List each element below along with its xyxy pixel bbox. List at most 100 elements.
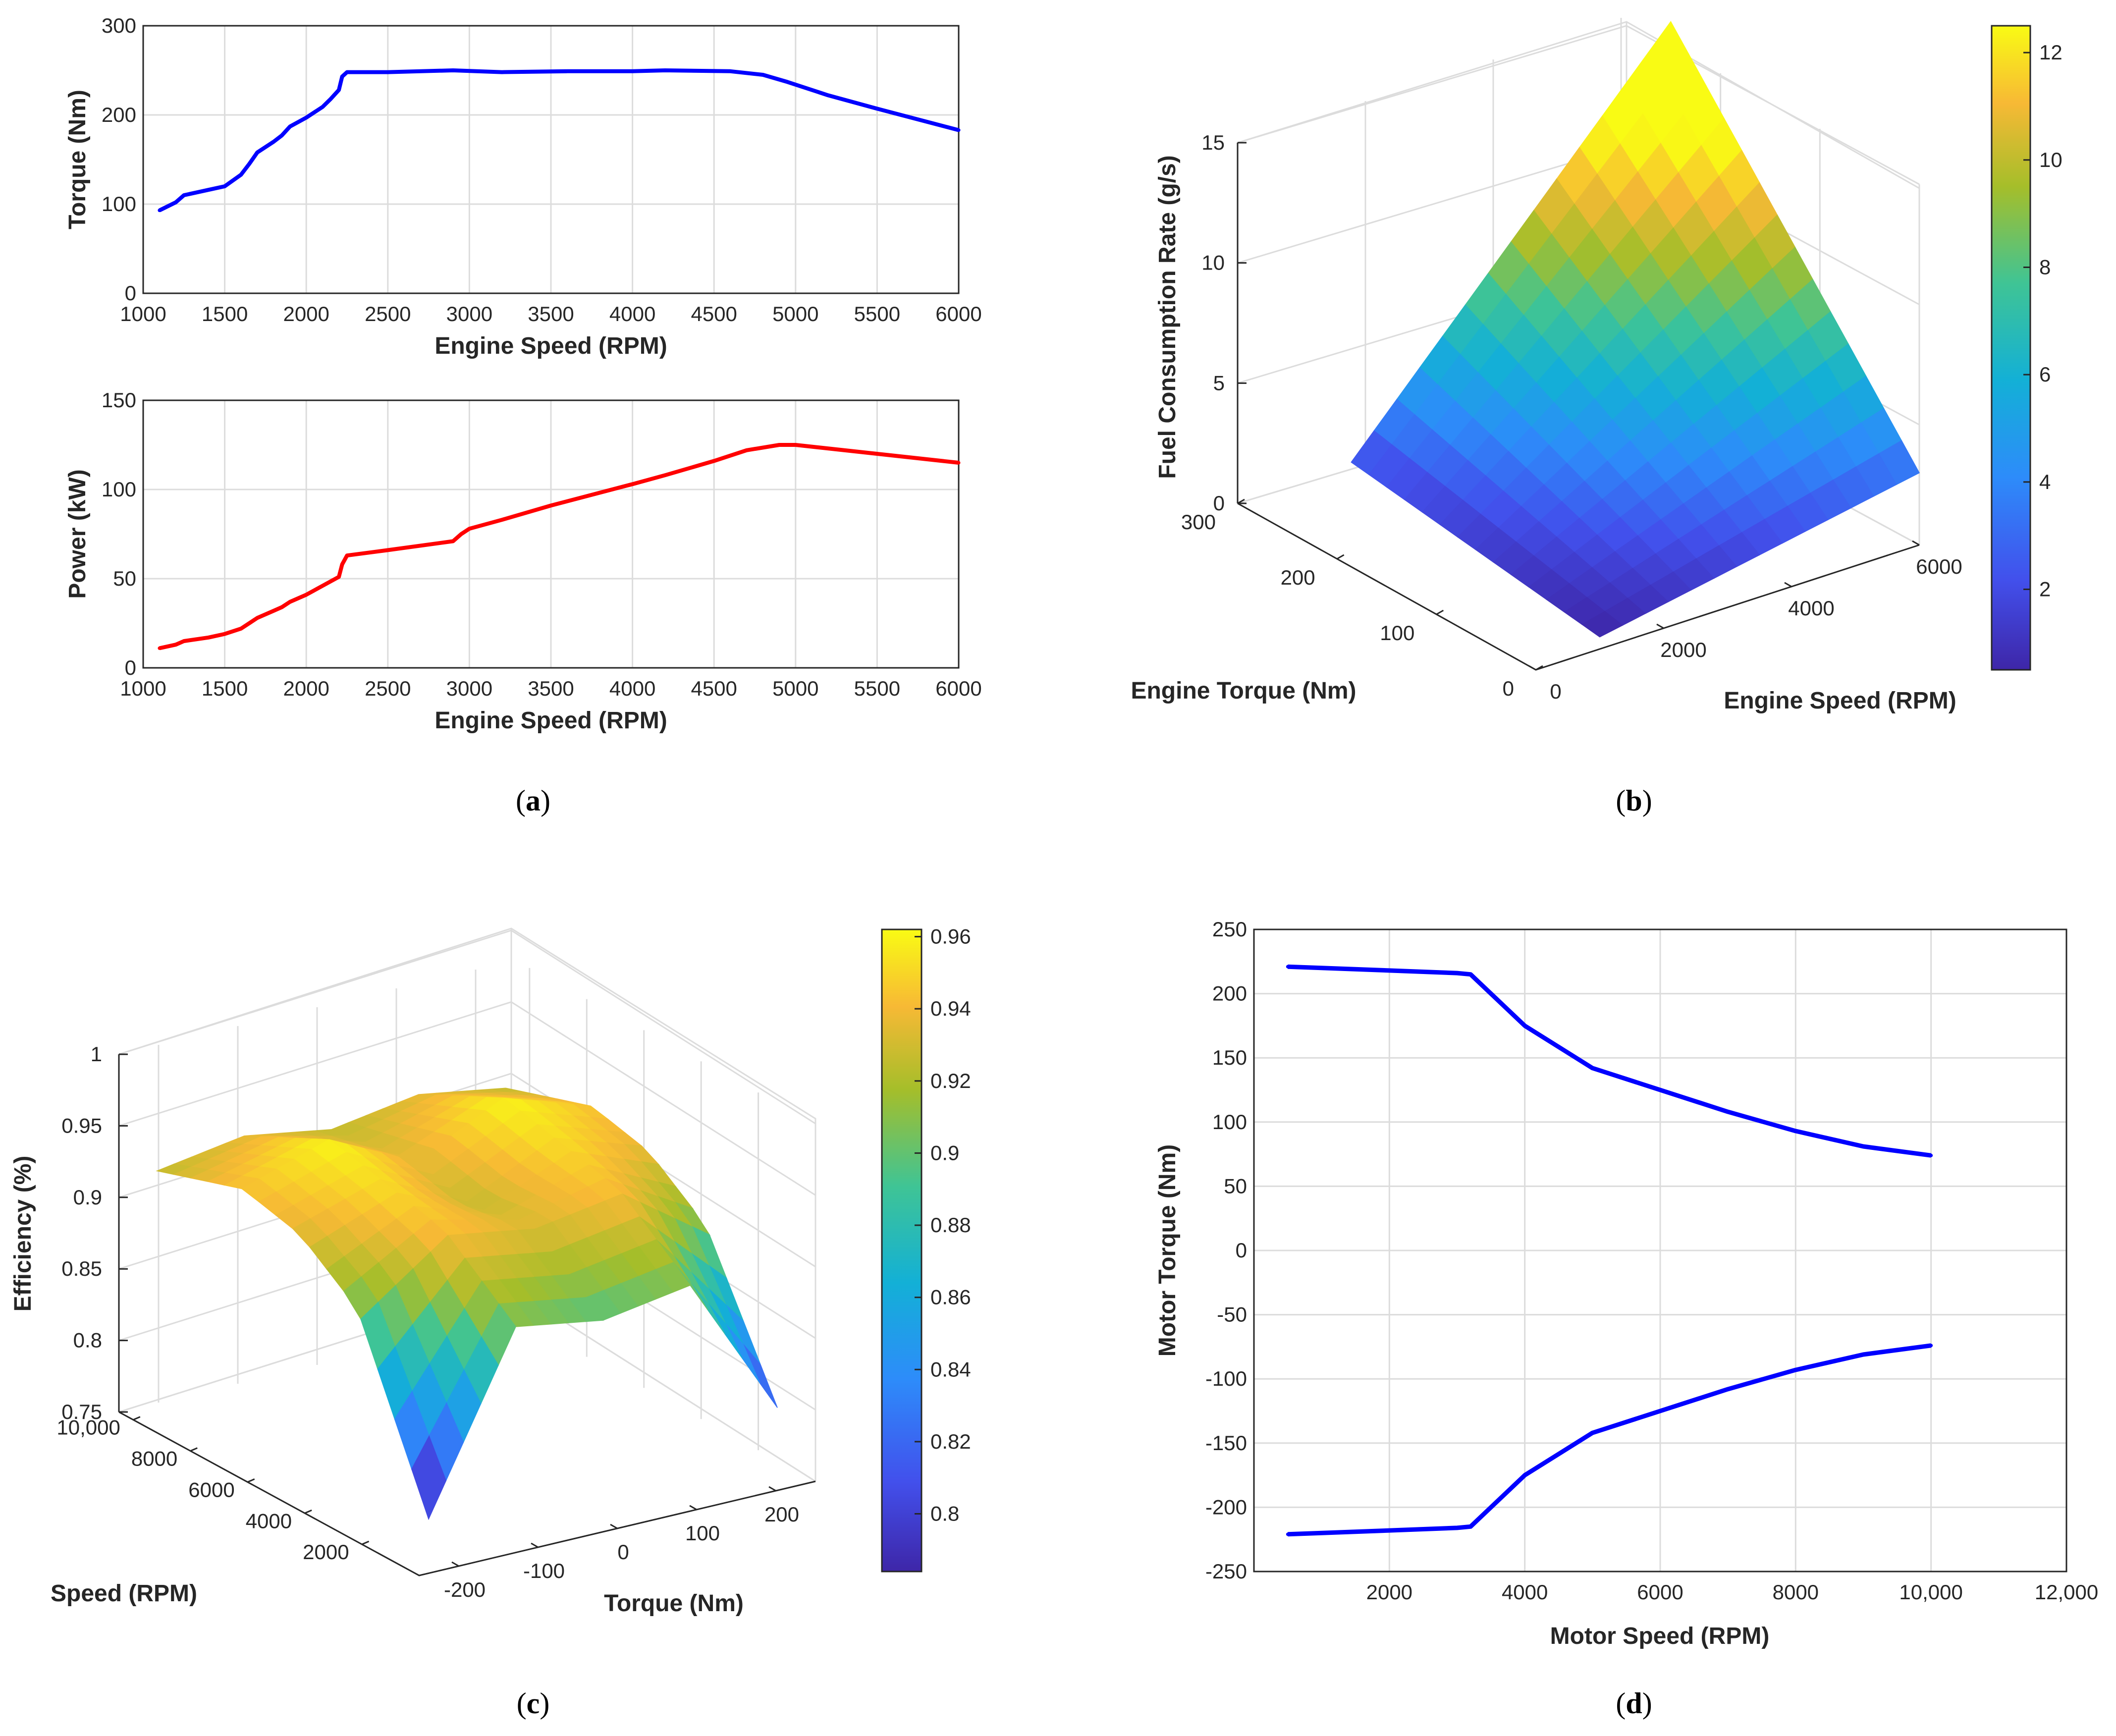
efficiency-surface-patch (743, 1344, 778, 1408)
fuel-map-colorbar-tick-label: 12 (2039, 41, 2062, 64)
motor-torque-data-points (1286, 965, 1933, 1536)
power-data-point (794, 443, 798, 447)
power-data-point (712, 459, 716, 463)
efficiency-colorbar-tick-label: 0.96 (930, 925, 971, 948)
motor-torque-x-tick-label: 10,000 (1899, 1580, 1962, 1604)
efficiency-speed-tick (361, 1540, 370, 1545)
power-axes-box (142, 399, 960, 669)
efficiency-torque-tick (451, 1561, 459, 1567)
motor-torque-data-point (1455, 1526, 1459, 1530)
power-data-point (345, 553, 349, 557)
fuel-map-torque-tick (1237, 498, 1245, 504)
fuel-map-speed-ticks: 0 2000 4000 6000 (1528, 540, 1962, 703)
power-series-line (159, 443, 959, 651)
efficiency-torque-tick-label: -200 (444, 1578, 486, 1601)
torque-data-point (223, 184, 227, 188)
power-data-point (663, 473, 667, 477)
power-x-tick-label: 1500 (202, 677, 248, 700)
torque-x-tick-label: 4500 (691, 302, 737, 326)
power-y-tick-label: 50 (113, 567, 136, 590)
motor-torque-data-point (1286, 965, 1290, 969)
fuel-map-z-ticks: 0 5 10 15 (1201, 131, 1247, 515)
caption-c-letter: c (527, 1687, 540, 1720)
power-data-point (288, 600, 292, 604)
efficiency-z-label: Efficiency (%) (10, 1156, 36, 1312)
efficiency-colorbar-tick-label: 0.92 (930, 1069, 971, 1092)
efficiency-z-gridline (118, 929, 816, 1125)
caption-b-letter: b (1626, 784, 1642, 817)
torque-data-point (345, 70, 349, 74)
efficiency-speed-tick-label: 4000 (246, 1509, 292, 1532)
torque-data-point (875, 107, 879, 110)
fuel-map-speed-tick (1912, 540, 1920, 546)
torque-data-point (565, 69, 569, 73)
torque-data-point (761, 73, 765, 77)
power-data-point (239, 627, 243, 631)
caption-d: (d) (1616, 1687, 1652, 1720)
motor-torque-x-tick-label: 4000 (1502, 1580, 1548, 1604)
fuel-map-colorbar-tick-label: 10 (2039, 148, 2062, 171)
motor-torque-data-point (1793, 1368, 1797, 1372)
power-y-tick-label: 0 (125, 656, 136, 679)
fuel-map-z-gridline (1237, 25, 1920, 185)
motor-torque-x-tick-label: 2000 (1366, 1580, 1412, 1604)
power-data-point (174, 643, 178, 647)
efficiency-torque-tick-label: 100 (685, 1521, 720, 1545)
torque-data-point (785, 80, 789, 84)
fuel-map-torque-tick (1336, 554, 1345, 560)
min-torque-series-line (1288, 1343, 1932, 1537)
caption-a: (a) (516, 784, 550, 817)
efficiency-colorbar-tick-label: 0.86 (930, 1286, 971, 1309)
power-data-point (337, 575, 341, 579)
fuel-map-colorbar-tick-label: 8 (2039, 256, 2051, 279)
motor-torque-data-point (1658, 1088, 1662, 1092)
caption-a-letter: a (526, 784, 541, 817)
torque-x-tick-label: 2500 (365, 302, 411, 326)
fuel-map-torque-tick-label: 0 (1503, 677, 1514, 700)
power-data-point (631, 482, 635, 486)
fuel-map-torque-tick (1535, 665, 1543, 671)
efficiency-speed-tick-label: 10,000 (56, 1416, 120, 1439)
fuel-map-x-label: Engine Speed (RPM) (1724, 688, 1956, 714)
fuel-map-speed-tick (1784, 582, 1792, 588)
motor-torque-x-ticks: 2000 4000 6000 8000 10,000 12,000 (1366, 1580, 2099, 1604)
motor-torque-y-tick-label: 100 (1212, 1110, 1247, 1134)
caption-b: (b) (1616, 784, 1652, 817)
motor-torque-data-point (1861, 1353, 1865, 1356)
fuel-map-torque-tick (1436, 609, 1444, 615)
torque-data-point (239, 173, 243, 177)
motor-torque-x-tick-label: 12,000 (2035, 1580, 2098, 1604)
torque-x-label: Engine Speed (RPM) (434, 333, 667, 359)
motor-torque-data-point (1590, 1431, 1594, 1435)
motor-torque-data-point (1468, 1524, 1472, 1528)
efficiency-torque-tick-label: 0 (617, 1540, 629, 1564)
motor-torque-y-tick-label: 0 (1236, 1239, 1247, 1262)
power-x-label: Engine Speed (RPM) (434, 707, 667, 734)
motor-torque-data-point (1320, 1531, 1324, 1535)
torque-data-point (247, 162, 251, 166)
power-data-point (207, 636, 211, 640)
motor-torque-data-point (1523, 1473, 1527, 1477)
motor-torque-x-tick-label: 6000 (1637, 1580, 1683, 1604)
torque-x-ticks: 1000 1500 2000 2500 3000 3500 4000 4500 5000 5500… (120, 302, 981, 326)
torque-data-point (174, 200, 178, 204)
motor-torque-data-point (1320, 966, 1324, 970)
torque-data-point (728, 69, 732, 73)
torque-data-point (329, 97, 333, 101)
power-x-tick-label: 3500 (528, 677, 574, 700)
fuel-map-colorbar-tick-label: 4 (2039, 470, 2051, 493)
torque-data-point (321, 105, 325, 109)
power-x-ticks: 1000 1500 2000 2500 3000 3500 4000 4500 5000 5500… (120, 677, 981, 700)
torque-x-tick-label: 5000 (772, 302, 818, 326)
fuel-map-y-label: Engine Torque (Nm) (1131, 678, 1356, 704)
power-x-tick-label: 6000 (935, 677, 981, 700)
efficiency-colorbar-tick-label: 0.84 (930, 1357, 971, 1381)
torque-chart: 1000 1500 2000 2500 3000 3500 4000 4500 5000 5500… (64, 14, 982, 359)
fuel-map-speed-tick-label: 4000 (1788, 597, 1834, 620)
efficiency-floor-axes (118, 1411, 816, 1576)
motor-torque-y-tick-label: -200 (1205, 1495, 1247, 1519)
torque-data-point (288, 124, 292, 128)
fuel-map-speed-tick (1656, 623, 1664, 629)
efficiency-speed-tick-label: 6000 (188, 1478, 234, 1501)
fuel-map-torque-ticks: 0 100 200 300 (1181, 498, 1543, 700)
